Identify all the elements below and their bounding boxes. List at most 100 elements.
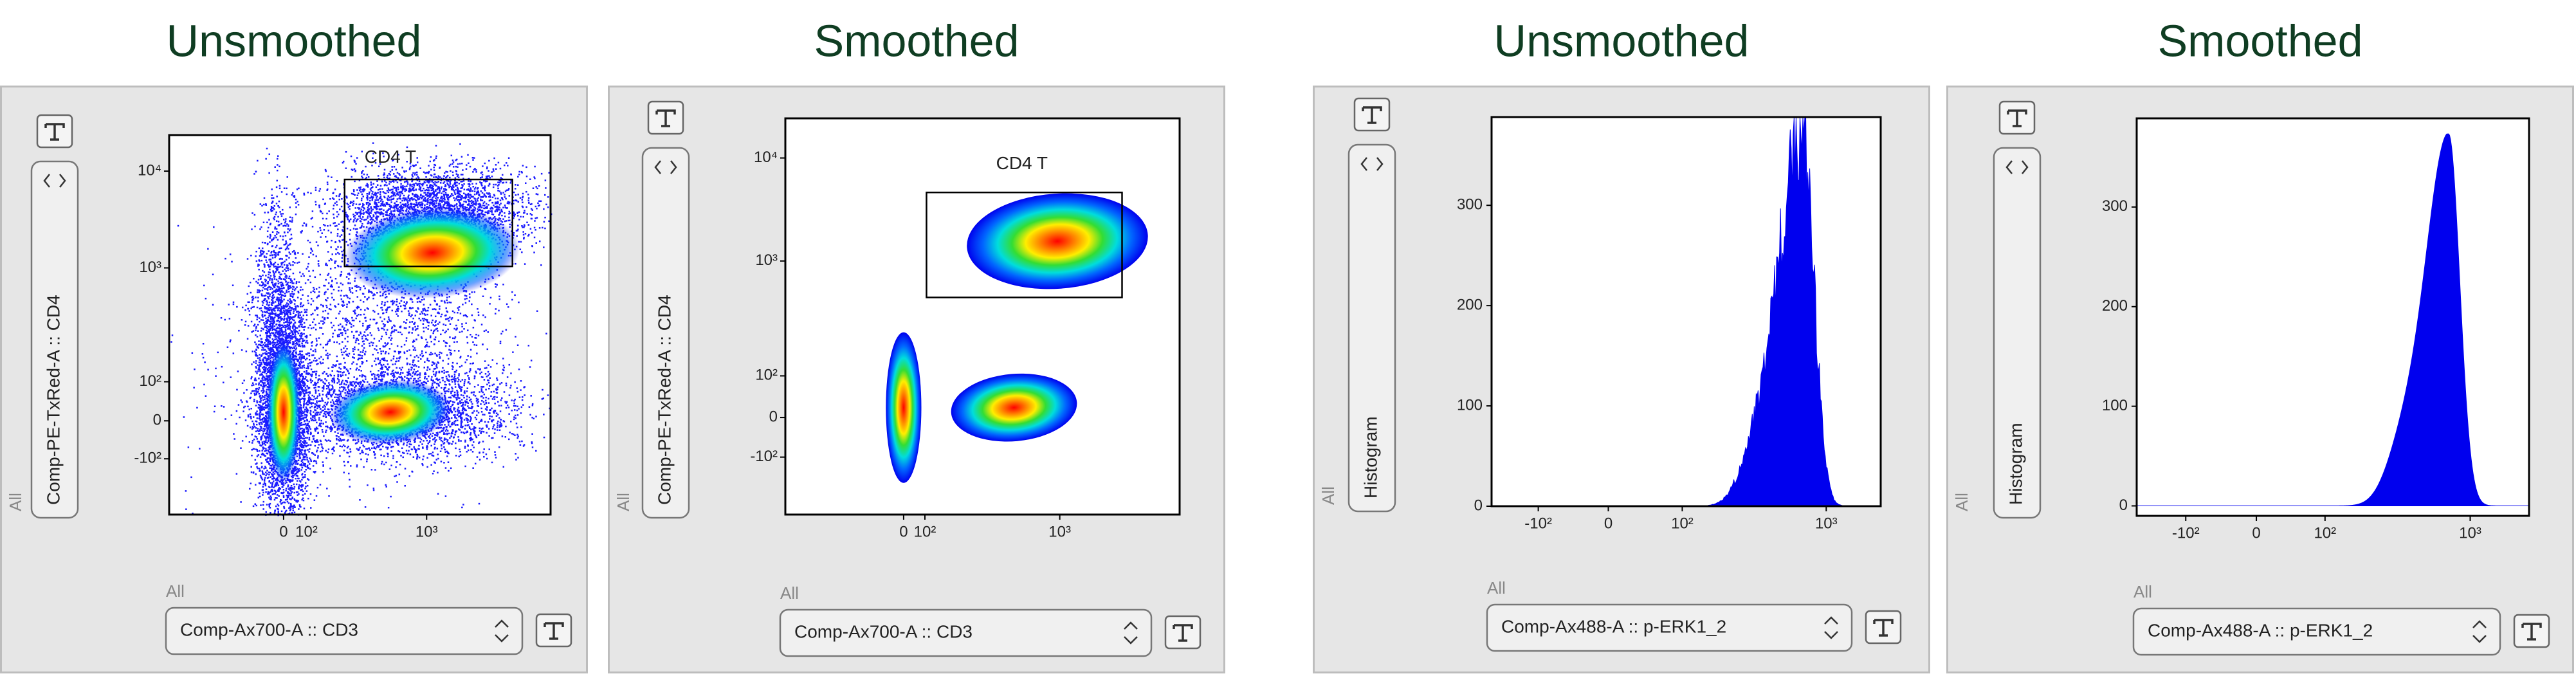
event-dot [273,286,275,288]
event-dot [274,226,277,228]
event-dot [311,394,313,397]
event-dot [255,388,257,390]
event-dot [273,263,275,265]
event-dot [257,289,259,291]
event-dot [259,414,261,416]
event-dot [252,416,255,418]
event-dot [302,304,305,306]
event-dot [286,336,289,338]
event-dot [280,278,282,280]
event-dot [252,330,255,332]
event-dot [266,392,268,394]
event-dot [300,333,302,335]
event-dot [293,329,295,331]
event-dot [285,339,288,341]
event-dot [280,306,282,308]
event-dot [432,439,434,441]
event-dot [277,254,280,256]
event-dot [264,342,266,344]
event-dot [244,324,246,326]
event-dot [286,248,288,250]
event-dot [267,491,269,493]
event-dot [282,496,285,498]
event-dot [248,408,250,410]
event-dot [313,396,315,397]
event-dot [309,324,311,326]
event-dot [302,384,304,387]
event-dot [260,255,262,257]
event-dot [271,350,273,352]
y-axis-selector[interactable] [30,160,79,519]
event-dot [285,321,288,323]
event-dot [275,203,278,205]
event-dot [273,346,275,348]
event-dot [255,355,257,357]
event-dot [291,497,293,500]
event-dot [268,504,270,506]
event-dot [290,480,293,482]
event-dot [262,396,264,398]
event-dot [314,428,316,431]
event-dot [272,346,274,348]
event-dot [289,342,291,344]
event-dot [255,430,257,433]
event-dot [275,334,277,336]
event-dot [320,425,322,428]
event-dot [288,494,290,497]
event-dot [295,336,297,338]
event-dot [278,335,280,337]
event-dot [262,500,265,503]
event-dot [263,356,265,359]
event-dot [302,361,304,363]
event-dot [260,429,263,432]
event-dot [269,498,271,500]
event-dot [457,396,459,398]
event-dot [297,462,299,465]
event-dot [269,333,271,335]
event-dot [295,356,297,358]
event-dot [260,379,262,382]
event-dot [311,375,313,378]
event-dot [283,244,286,246]
event-dot [308,436,311,439]
event-dot [262,385,265,387]
event-dot [288,275,291,278]
event-dot [309,407,311,409]
event-dot [264,311,267,314]
event-dot [307,497,309,500]
event-dot [260,275,262,278]
event-dot [278,286,280,288]
event-dot [463,396,465,399]
event-dot [277,302,280,304]
event-dot [291,505,293,507]
event-dot [254,341,256,343]
event-dot [295,363,298,365]
event-dot [284,337,287,340]
event-dot [273,313,275,315]
event-dot [275,338,277,340]
event-dot [315,351,316,352]
event-dot [298,361,300,363]
x-axis-selector[interactable] [165,607,524,655]
event-dot [289,494,292,497]
event-dot [264,349,266,351]
event-dot [302,458,304,461]
event-dot [280,281,283,284]
event-dot [271,194,273,196]
event-dot [278,297,280,299]
event-dot [306,385,308,387]
event-dot [250,471,253,473]
event-dot [251,331,253,333]
event-dot [290,316,292,318]
event-dot [275,254,277,256]
event-dot [434,434,436,436]
event-dot [306,445,307,447]
event-dot [289,506,291,509]
event-dot [266,304,268,306]
event-dot [253,390,255,392]
event-dot [271,475,273,477]
event-dot [514,381,516,383]
event-dot [322,387,325,388]
event-dot [289,281,291,284]
event-dot [300,489,302,491]
